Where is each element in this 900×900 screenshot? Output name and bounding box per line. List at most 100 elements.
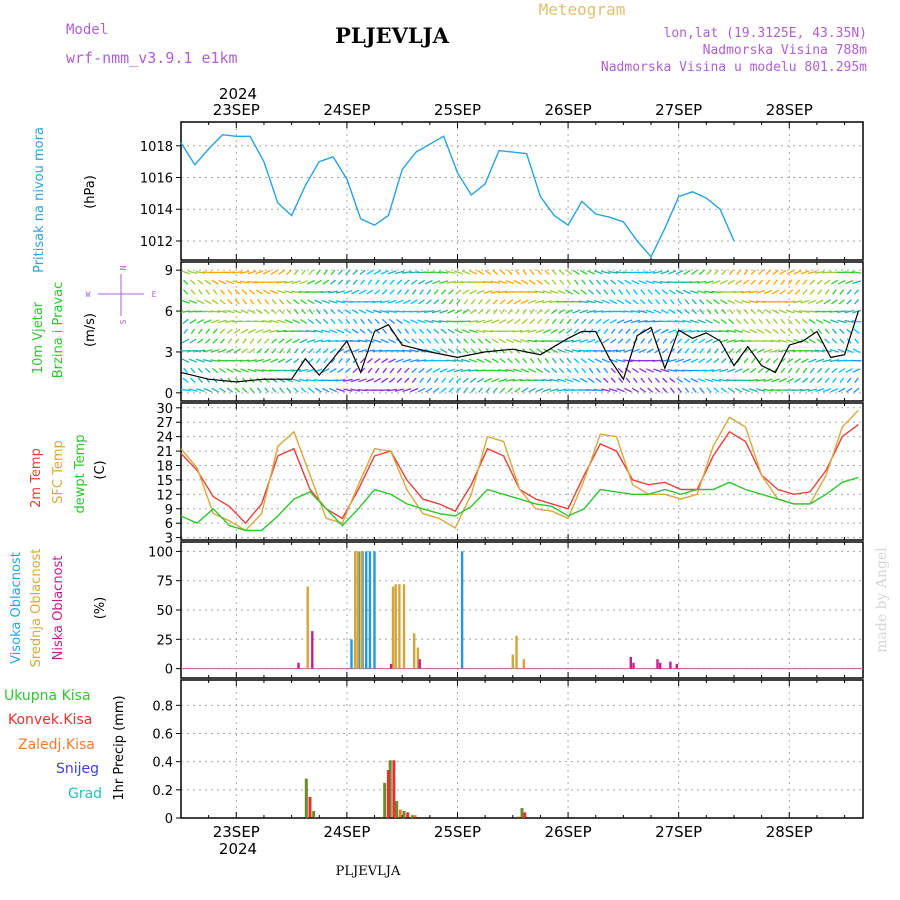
wind-arrow xyxy=(551,357,557,364)
wind-arrow xyxy=(684,299,690,305)
wind-arrow xyxy=(440,387,447,393)
wind-arrow xyxy=(242,299,248,305)
wind-arrow xyxy=(578,349,589,353)
wind-arrow xyxy=(396,318,403,324)
wind-arrow xyxy=(283,369,294,372)
wind-arrow xyxy=(830,319,839,324)
wind-arrow xyxy=(705,319,713,324)
wind-arrow xyxy=(720,299,728,305)
wind-arrow xyxy=(322,279,330,285)
wind-arrow xyxy=(455,289,462,295)
wind-arrow xyxy=(432,348,441,354)
wind-arrow xyxy=(484,269,492,275)
panel-frame xyxy=(180,541,864,679)
wind-arrow xyxy=(801,318,808,325)
total-precip-bar xyxy=(395,801,399,818)
wind-arrow xyxy=(197,328,203,335)
wind-arrow xyxy=(638,280,647,285)
wind-arrow xyxy=(402,358,412,363)
wind-arrow xyxy=(394,349,405,352)
wind-arrow xyxy=(240,328,249,334)
wind-arrow xyxy=(831,338,838,344)
wind-arrow xyxy=(306,368,316,373)
wind-arrow xyxy=(242,338,247,344)
wind-arrow xyxy=(404,367,410,374)
wind-arrow xyxy=(711,330,722,333)
wind-arrow xyxy=(637,271,648,274)
wind-arrow xyxy=(808,318,816,324)
wind-arrow xyxy=(227,299,233,305)
wind-arrow xyxy=(292,338,300,344)
meteogram-title: Meteogram xyxy=(539,0,626,19)
wind-arrow xyxy=(431,319,442,323)
wind-arrow xyxy=(571,339,582,343)
wind-arrow xyxy=(689,280,700,284)
wind-arrow xyxy=(668,289,676,295)
wind-arrow xyxy=(596,367,601,374)
wind-arrow xyxy=(269,319,279,324)
wind-arrow xyxy=(704,280,714,285)
wind-arrow xyxy=(824,367,830,374)
wind-arrow xyxy=(831,367,838,374)
wind-arrow xyxy=(529,357,535,364)
wind-arrow xyxy=(675,270,684,275)
wind-arrow xyxy=(800,270,810,275)
wind-arrow xyxy=(293,358,300,364)
wind-arrow xyxy=(603,367,609,374)
wind-arrow xyxy=(505,338,515,344)
cloud-panel: 0 25 50 75 100 xyxy=(148,541,864,679)
wind-arrow xyxy=(187,349,198,352)
wind-arrow xyxy=(277,358,286,364)
conv-precip-bar xyxy=(523,812,527,818)
wind-arrow xyxy=(293,308,299,315)
wind-arrow xyxy=(188,388,198,392)
wind-arrow xyxy=(853,387,860,393)
wind-arrow xyxy=(566,279,572,285)
wind-arrow xyxy=(197,338,204,344)
conv-precip-bar xyxy=(406,812,410,818)
ytick-label: 0.6 xyxy=(152,728,173,743)
wind-arrow xyxy=(350,339,361,343)
precip-legend-hail: Grad xyxy=(68,786,102,802)
wind-arrow xyxy=(558,269,565,275)
wind-arrow xyxy=(463,387,469,393)
wind-arrow xyxy=(381,289,388,295)
wind-arrow xyxy=(726,329,737,333)
low-cloud-bar xyxy=(297,662,300,669)
wind-arrow xyxy=(447,328,455,334)
wind-arrow xyxy=(756,388,766,392)
wind-arrow xyxy=(662,299,668,305)
wind-arrow xyxy=(247,270,257,275)
wind-arrow xyxy=(668,309,676,315)
wind-arrow xyxy=(845,368,853,373)
wind-arrow xyxy=(448,377,454,384)
wind-arrow xyxy=(807,388,818,392)
total-precip-bar xyxy=(520,808,524,818)
wind-arrow xyxy=(601,299,611,304)
wind-arrow xyxy=(852,348,861,354)
temp-ylabel-sfc: SFC Temp xyxy=(51,440,66,504)
wind-arrow xyxy=(684,308,690,315)
wind-arrow xyxy=(226,387,234,393)
wind-arrow xyxy=(387,310,397,314)
wind-arrow xyxy=(389,367,395,374)
wind-arrow xyxy=(507,269,513,276)
wind-arrow xyxy=(462,289,470,295)
wind-arrow xyxy=(787,358,794,364)
wind-arrow xyxy=(315,318,322,325)
wind-arrow xyxy=(815,358,825,363)
wind-arrow xyxy=(704,369,714,372)
wind-arrow xyxy=(256,377,263,383)
wind-arrow xyxy=(647,338,653,344)
wind-arrow xyxy=(264,348,270,354)
wind-arrow xyxy=(691,308,697,315)
wind-arrow xyxy=(683,377,691,383)
ytick-label: 15 xyxy=(156,474,173,489)
wind-arrow xyxy=(593,310,604,314)
wind-arrow xyxy=(498,319,507,324)
wind-arrow xyxy=(360,318,365,325)
wind-arrow xyxy=(409,349,419,353)
wind-arrow xyxy=(454,309,463,314)
wind-arrow xyxy=(608,270,619,274)
total-precip-bar xyxy=(312,811,316,818)
